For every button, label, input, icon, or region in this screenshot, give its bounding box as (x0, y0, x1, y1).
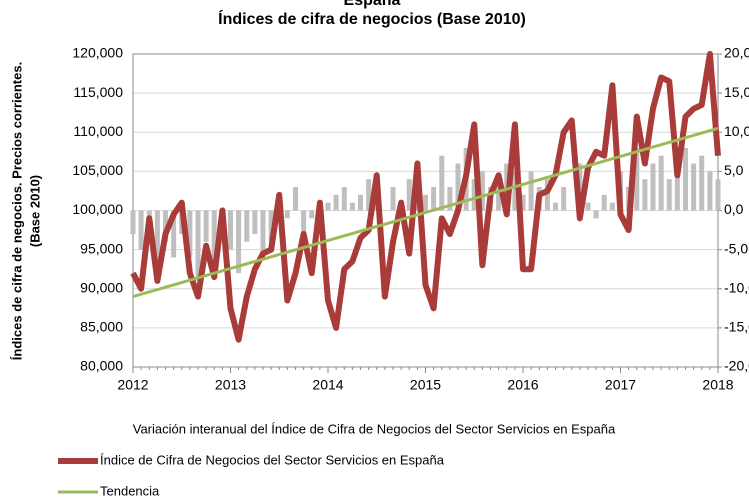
bar (479, 171, 485, 211)
bar (284, 210, 290, 219)
y-tick-label: 110,000 (73, 123, 123, 139)
x-tick-label: 2017 (605, 377, 636, 393)
bar (325, 202, 331, 211)
line (130, 51, 721, 343)
x-tick-label: 2015 (410, 377, 441, 393)
bar (642, 179, 648, 211)
bar (520, 194, 526, 211)
bar (683, 147, 689, 211)
legend-label: Variación interanual del Índice de Cifra… (133, 421, 616, 436)
x-tick-label: 2012 (117, 377, 148, 393)
bar (609, 202, 615, 211)
bar (349, 202, 355, 211)
bar (244, 210, 250, 242)
y2-tick-label: 10,0 (724, 123, 749, 139)
bar (561, 187, 567, 211)
bar (203, 210, 209, 242)
bar (301, 210, 307, 234)
bar (341, 187, 347, 211)
bar (309, 210, 315, 219)
bar (333, 194, 339, 211)
y2-tick-label: -10,0 (724, 279, 749, 295)
x-tick-label: 2018 (702, 377, 733, 393)
bar (357, 194, 363, 211)
y2-tick-label: -20,0 (724, 358, 749, 374)
bar (162, 210, 168, 242)
bar (366, 179, 372, 211)
bar (601, 194, 607, 211)
y-tick-label: 115,000 (73, 84, 123, 100)
chart-supertitle: España (344, 0, 401, 9)
bar (195, 210, 201, 281)
bar (138, 210, 144, 250)
y2-tick-label: -5,0 (724, 240, 748, 256)
bar (252, 210, 258, 234)
bar (707, 171, 713, 211)
x-tick-label: 2016 (507, 377, 538, 393)
y2-tick-label: 5,0 (724, 162, 744, 178)
chart-title: Índices de cifra de negocios (Base 2010) (218, 9, 526, 28)
bar (260, 210, 266, 258)
bar (658, 155, 664, 211)
y-tick-label: 105,000 (72, 162, 123, 178)
bar (528, 171, 534, 211)
bar (552, 202, 558, 211)
x-tick-label: 2014 (312, 377, 343, 393)
bar (439, 155, 445, 211)
bar (585, 202, 591, 211)
bar (674, 171, 680, 211)
bar (293, 187, 299, 211)
legend-label: Índice de Cifra de Negocios del Sector S… (100, 452, 445, 467)
bar (512, 171, 518, 211)
bar (154, 210, 160, 274)
y-tick-label: 120,000 (72, 45, 123, 61)
bar (228, 210, 233, 250)
bar (171, 210, 177, 258)
line (132, 126, 719, 299)
y-tick-label: 100,000 (72, 201, 123, 217)
legend-label: Tendencia (100, 483, 160, 498)
bar (634, 147, 640, 211)
y-axis-title: Índices de cifra de negocios. Precios co… (9, 62, 24, 360)
bar (666, 179, 672, 211)
y-tick-label: 80,000 (80, 358, 123, 374)
bar (423, 194, 428, 211)
bar (431, 187, 437, 211)
bar (650, 163, 656, 211)
bar (715, 179, 721, 211)
y-tick-label: 95,000 (80, 240, 123, 256)
bar (268, 210, 274, 242)
bar (236, 210, 242, 274)
bar (699, 155, 705, 211)
y2-tick-label: 20,0 (724, 45, 749, 61)
bar (471, 179, 477, 211)
bar (455, 163, 461, 211)
bar (544, 179, 550, 211)
bar (187, 210, 193, 258)
y2-tick-label: 15,0 (724, 84, 749, 100)
x-tick-label: 2013 (215, 377, 246, 393)
bar (406, 179, 412, 211)
y2-tick-label: -15,0 (724, 319, 749, 335)
bar (130, 210, 136, 234)
bar (447, 187, 453, 211)
bar (691, 163, 697, 211)
y-tick-label: 85,000 (80, 319, 123, 335)
y-tick-label: 90,000 (80, 279, 123, 295)
bar (496, 179, 502, 211)
bar (211, 210, 217, 266)
bar (390, 187, 396, 211)
bar (593, 210, 599, 219)
y2-tick-label: 0,0 (724, 201, 744, 217)
y-axis-title: (Base 2010) (27, 175, 42, 247)
